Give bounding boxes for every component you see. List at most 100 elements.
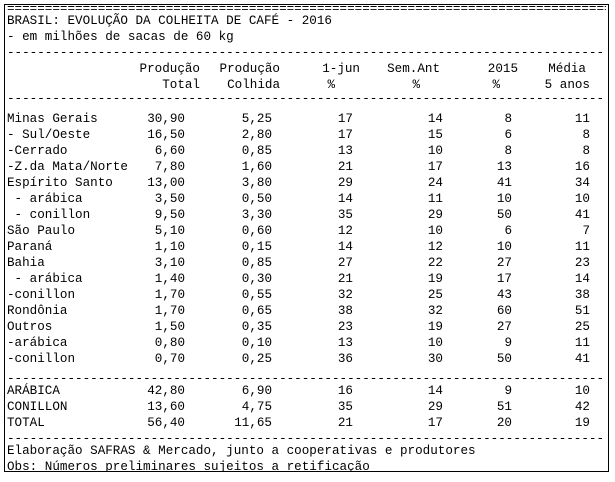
table-row-cell-2015: 27 [496,256,512,270]
totals-row-cell-producao-total: 56,40 [147,416,185,430]
table-row-cell-producao-total: 16,50 [147,128,185,142]
table-row-cell-1-jun: 35 [337,208,353,222]
table-row-cell-media-5-anos: 14 [574,272,590,286]
table-row-cell-sem-ant: 10 [427,224,443,238]
table-row-cell-media-5-anos: 11 [574,240,590,254]
table-row-label: -Z.da Mata/Norte [7,160,128,174]
table-row-cell-2015: 8 [504,112,512,126]
table-row-cell-producao-colhida: 3,30 [241,208,272,222]
table-row-cell-producao-total: 1,40 [154,272,185,286]
table-row-cell-media-5-anos: 10 [574,192,590,206]
table-row-cell-producao-colhida: 0,25 [241,352,272,366]
table-row-label: - conillon [7,208,91,222]
table-row-cell-2015: 6 [504,128,512,142]
table-row-label: Minas Gerais [7,112,98,126]
table-row-cell-1-jun: 14 [337,192,353,206]
table-row-cell-2015: 17 [496,272,512,286]
table-row-cell-2015: 43 [496,288,512,302]
totals-row-cell-2015: 20 [496,416,512,430]
table-row-cell-2015: 41 [496,176,512,190]
table-row-cell-sem-ant: 19 [427,320,443,334]
table-row-cell-media-5-anos: 7 [582,224,590,238]
table-row-cell-1-jun: 23 [337,320,353,334]
table-row-cell-producao-colhida: 0,50 [241,192,272,206]
col-header-2015-2: % [492,78,500,92]
table-row-cell-media-5-anos: 38 [574,288,590,302]
table-row-cell-1-jun: 14 [337,240,353,254]
table-row-cell-sem-ant: 12 [427,240,443,254]
totals-row-cell-producao-colhida: 6,90 [241,384,272,398]
table-row-label: -arábica [7,336,68,350]
totals-row-cell-2015: 9 [504,384,512,398]
table-row-cell-1-jun: 36 [337,352,353,366]
footer-rule: ----------------------------------------… [7,435,606,443]
totals-row-cell-2015: 51 [496,400,512,414]
table-row-cell-sem-ant: 14 [427,112,443,126]
table-row-cell-2015: 10 [496,240,512,254]
table-row-cell-producao-colhida: 1,60 [241,160,272,174]
table-row-cell-1-jun: 17 [337,112,353,126]
table-row-cell-producao-colhida: 0,30 [241,272,272,286]
totals-row-cell-media-5-anos: 42 [574,400,590,414]
table-row-label: Paraná [7,240,53,254]
table-row-cell-media-5-anos: 41 [574,352,590,366]
totals-row-cell-1-jun: 16 [337,384,353,398]
col-header-2015-1: 2015 [487,62,518,76]
table-row-label: Outros [7,320,53,334]
table-row-cell-1-jun: 13 [337,144,353,158]
table-row-cell-producao-colhida: 5,25 [241,112,272,126]
table-row-cell-1-jun: 17 [337,128,353,142]
table-row-label: -conillon [7,352,76,366]
totals-row-cell-producao-colhida: 11,65 [234,416,272,430]
table-row-cell-media-5-anos: 34 [574,176,590,190]
table-row-cell-producao-colhida: 3,80 [241,176,272,190]
footer-note: Obs: Números preliminares sujeitos a ret… [7,460,370,472]
table-row-cell-sem-ant: 24 [427,176,443,190]
table-row-cell-sem-ant: 15 [427,128,443,142]
table-row-cell-2015: 6 [504,224,512,238]
table-row-cell-sem-ant: 10 [427,336,443,350]
table-row-cell-producao-colhida: 0,65 [241,304,272,318]
table-row-cell-producao-total: 7,80 [154,160,185,174]
table-row-cell-2015: 10 [496,192,512,206]
report-title: BRASIL: EVOLUÇÃO DA COLHEITA DE CAFÉ - 2… [7,14,332,28]
table-row-cell-producao-total: 1,50 [154,320,185,334]
table-row-cell-1-jun: 38 [337,304,353,318]
totals-row-label: TOTAL [7,416,45,430]
table-row-cell-producao-total: 0,70 [154,352,185,366]
table-row-cell-producao-colhida: 0,85 [241,144,272,158]
table-row-cell-producao-colhida: 0,60 [241,224,272,238]
table-row-cell-media-5-anos: 51 [574,304,590,318]
table-row-cell-sem-ant: 25 [427,288,443,302]
col-header-1jun-2: % [327,78,335,92]
table-row-cell-2015: 13 [496,160,512,174]
table-row-cell-1-jun: 12 [337,224,353,238]
totals-row-cell-producao-total: 13,60 [147,400,185,414]
table-row-cell-producao-total: 1,10 [154,240,185,254]
table-row-cell-media-5-anos: 8 [582,128,590,142]
table-row-cell-media-5-anos: 16 [574,160,590,174]
totals-row-cell-1-jun: 35 [337,400,353,414]
header-rule-top: ----------------------------------------… [7,49,606,57]
footer-source: Elaboração SAFRAS & Mercado, junto a coo… [7,444,476,458]
table-row-cell-1-jun: 32 [337,288,353,302]
totals-row-cell-media-5-anos: 10 [574,384,590,398]
totals-row-cell-media-5-anos: 19 [574,416,590,430]
table-row-cell-producao-colhida: 0,15 [241,240,272,254]
table-row-cell-producao-total: 9,50 [154,208,185,222]
table-row-label: São Paulo [7,224,76,238]
table-row-cell-producao-total: 6,60 [154,144,185,158]
table-row-cell-sem-ant: 32 [427,304,443,318]
table-row-cell-producao-total: 1,70 [154,304,185,318]
table-row-label: - arábica [7,192,83,206]
table-row-cell-sem-ant: 29 [427,208,443,222]
table-row-cell-sem-ant: 11 [427,192,443,206]
table-row-cell-sem-ant: 30 [427,352,443,366]
table-row-cell-producao-colhida: 0,35 [241,320,272,334]
table-row-cell-producao-colhida: 0,55 [241,288,272,302]
double-rule-top: ========================================… [7,5,606,13]
table-row-cell-2015: 50 [496,352,512,366]
table-row-cell-2015: 9 [504,336,512,350]
col-header-semant-1: Sem.Ant [387,62,440,76]
table-row-cell-sem-ant: 17 [427,160,443,174]
